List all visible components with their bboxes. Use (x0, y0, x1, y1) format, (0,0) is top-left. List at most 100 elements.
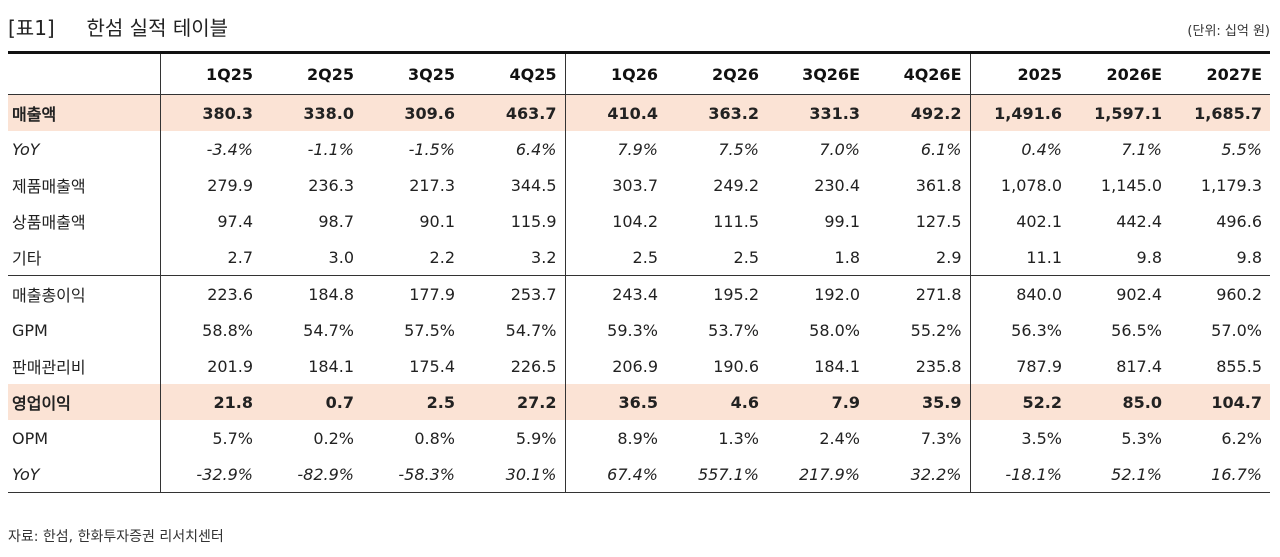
table-cell: 192.0 (767, 275, 868, 312)
table-cell: 463.7 (463, 94, 566, 131)
table-cell: 177.9 (362, 275, 463, 312)
table-cell: 1.8 (834, 247, 860, 267)
table-cell: 195.2 (666, 275, 767, 312)
table-row: 영업이익 21.8 0.7 2.5 27.2 36.5 4.6 7.9 35.9 52.2 85.0… (8, 384, 1270, 420)
row-label: OPM (8, 420, 161, 456)
table-cell: 243.4 (565, 275, 666, 312)
table-cell: 27.2 (463, 384, 566, 420)
table-cell: -1.1% (307, 139, 354, 159)
row-label: 상품매출액 (8, 203, 161, 239)
table-cell: 226.5 (463, 348, 566, 384)
table-cell: 67.4% (565, 456, 666, 493)
table-row: 매출총이익 223.6 184.8 177.9 253.7 243.4 195.2 192.0… (8, 275, 1270, 312)
table-cell: 97.4 (217, 211, 253, 231)
row-label: YoY (8, 131, 161, 167)
table-cell: 57.0% (1211, 320, 1262, 340)
table-cell: 2.9 (868, 239, 971, 276)
table-cell: 1.3% (718, 428, 759, 448)
col-header: 4Q26E (868, 54, 971, 95)
table-cell: 30.1% (463, 456, 566, 493)
table-cell: 410.4 (565, 94, 666, 131)
table-row: GPM 58.8% 54.7% 57.5% 54.7% 59.3% 53.7% 58.0% 55… (8, 312, 1270, 348)
table-cell: 1,145.0 (1100, 175, 1162, 195)
table-cell: 85.0 (1070, 384, 1170, 420)
table-cell: 56.3% (1011, 320, 1062, 340)
table-row: 제품매출액 279.9 236.3 217.3 344.5 303.7 249.2 230.4… (8, 167, 1270, 203)
table-cell: 902.4 (1070, 275, 1170, 312)
table-cell: 54.7% (303, 320, 354, 340)
table-cell: 6.2% (1221, 428, 1262, 448)
table-cell: 5.9% (463, 420, 566, 456)
col-header: 4Q25 (463, 54, 566, 95)
table-cell: 279.9 (207, 175, 253, 195)
table-cell: -58.3% (362, 456, 463, 493)
col-header: 3Q26E (767, 54, 868, 95)
table-cell: 1,597.1 (1070, 94, 1170, 131)
table-cell: 98.7 (318, 211, 354, 231)
row-label: 판매관리비 (8, 348, 161, 384)
table-cell: 7.1% (1121, 139, 1162, 159)
col-header: 1Q26 (565, 54, 666, 95)
table-cell: 201.9 (207, 356, 253, 376)
table-cell: 442.4 (1116, 211, 1162, 231)
table-cell: 496.6 (1216, 211, 1262, 231)
table-cell: 21.8 (160, 384, 261, 420)
table-cell: 230.4 (814, 175, 860, 195)
row-label: 제품매출액 (8, 167, 161, 203)
table-cell: 3.2 (463, 239, 566, 276)
table-cell: 309.6 (362, 94, 463, 131)
table-cell: 16.7% (1170, 456, 1270, 493)
col-header: 2026E (1070, 54, 1170, 95)
table-cell: 190.6 (713, 356, 759, 376)
table-row: YoY -32.9% -82.9% -58.3% 30.1% 67.4% 557.1% 217… (8, 456, 1270, 493)
table-cell: 104.2 (612, 211, 658, 231)
source-note: 자료: 한섬, 한화투자증권 리서치센터 (8, 529, 224, 545)
table-cell: 840.0 (970, 275, 1070, 312)
table-cell: 380.3 (160, 94, 261, 131)
table-cell: 5.5% (1221, 139, 1262, 159)
table-cell: 1,078.0 (1000, 175, 1062, 195)
table-cell: 217.3 (409, 175, 455, 195)
table-title: [표1] 한섬 실적 테이블 (8, 16, 229, 40)
table-cell: 90.1 (419, 211, 455, 231)
table-cell: 56.5% (1111, 320, 1162, 340)
table-cell: 32.2% (868, 456, 971, 493)
col-header: 3Q25 (362, 54, 463, 95)
table-row: 기타 2.7 3.0 2.2 3.2 2.5 2.5 1.8 2.9 11.1 9.8 9.8 (8, 239, 1270, 276)
top-rule (8, 51, 1270, 54)
table-cell: 206.9 (612, 356, 658, 376)
table-cell: 36.5 (565, 384, 666, 420)
table-cell: 5.7% (212, 428, 253, 448)
table-cell: 3.5% (1021, 428, 1062, 448)
table-cell: 0.4% (1021, 139, 1062, 159)
table-cell: 235.8 (868, 348, 971, 384)
table-cell: 271.8 (868, 275, 971, 312)
table-cell: 2.5 (733, 247, 759, 267)
table-cell: -1.5% (408, 139, 455, 159)
table-cell: 0.8% (414, 428, 455, 448)
table-cell: -18.1% (970, 456, 1070, 493)
table-cell: 99.1 (824, 211, 860, 231)
table-cell: 52.2 (970, 384, 1070, 420)
table-cell: 0.2% (313, 428, 354, 448)
row-label: GPM (8, 312, 161, 348)
col-header: 1Q25 (160, 54, 261, 95)
table-cell: 217.9% (767, 456, 868, 493)
table-cell: 1,491.6 (970, 94, 1070, 131)
table-cell: 7.3% (868, 420, 971, 456)
table-row: 판매관리비 201.9 184.1 175.4 226.5 206.9 190.6 184.1… (8, 348, 1270, 384)
table-cell: 2.5 (362, 384, 463, 420)
table-cell: 175.4 (409, 356, 455, 376)
table-cell: 338.0 (261, 94, 362, 131)
table-row: OPM 5.7% 0.2% 0.8% 5.9% 8.9% 1.3% 2.4% 7.3% 3.5% 5… (8, 420, 1270, 456)
table-cell: 104.7 (1170, 384, 1270, 420)
table-cell: -32.9% (160, 456, 261, 493)
table-cell: 9.8 (1136, 247, 1162, 267)
table-cell: 361.8 (868, 167, 971, 203)
table-cell: 52.1% (1070, 456, 1170, 493)
table-cell: 253.7 (463, 275, 566, 312)
header-corner (8, 54, 161, 95)
table-body: 매출액 380.3 338.0 309.6 463.7 410.4 363.2 331.3 49… (8, 94, 1270, 493)
col-header: 2025 (970, 54, 1070, 95)
table-cell: 492.2 (868, 94, 971, 131)
